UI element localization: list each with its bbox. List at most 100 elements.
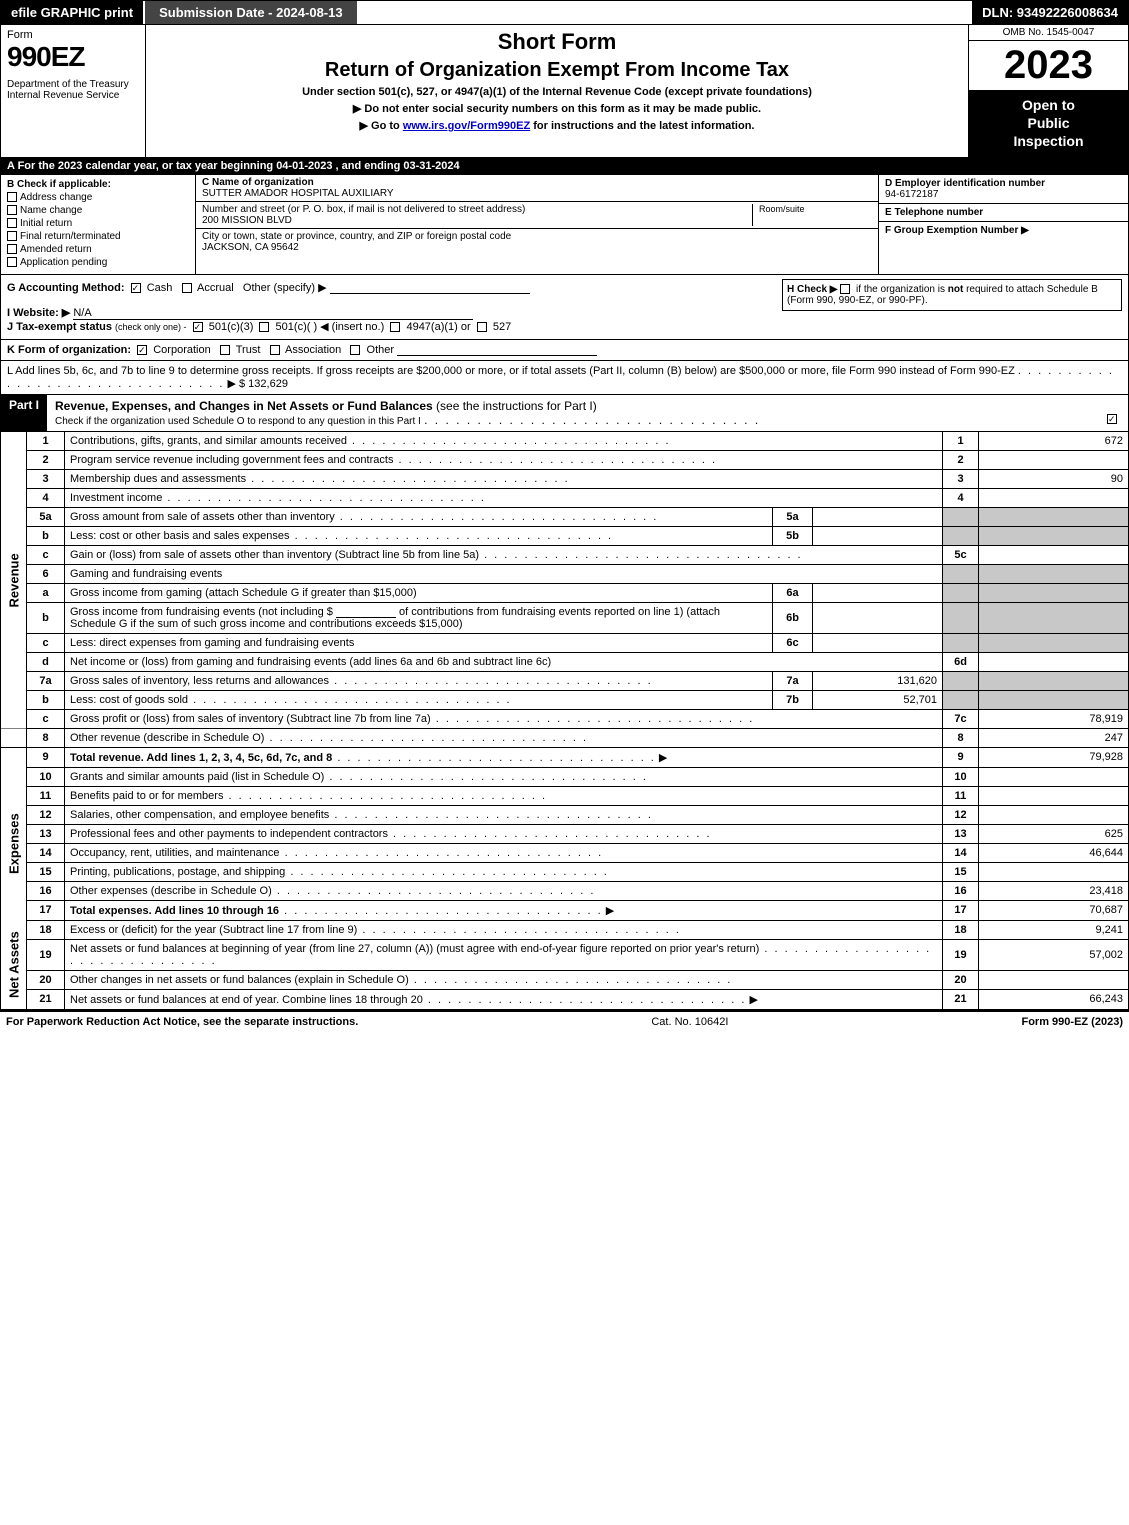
accrual-checkbox[interactable] xyxy=(182,283,192,293)
cash-label: Cash xyxy=(147,282,173,294)
501c-checkbox[interactable] xyxy=(259,322,269,332)
527-label: 527 xyxy=(493,321,511,333)
check-pending[interactable]: Application pending xyxy=(7,257,189,268)
footer-right: Form 990-EZ (2023) xyxy=(1021,1016,1123,1028)
check-address-change[interactable]: Address change xyxy=(7,192,189,203)
l19-no: 19 xyxy=(27,939,65,970)
l18-no: 18 xyxy=(27,920,65,939)
line-11: 11 Benefits paid to or for members 11 xyxy=(1,786,1129,805)
line-16: 16 Other expenses (describe in Schedule … xyxy=(1,881,1129,900)
501c3-checkbox[interactable] xyxy=(193,322,203,332)
l20-no: 20 xyxy=(27,970,65,989)
l3-no: 3 xyxy=(27,469,65,488)
submission-date: Submission Date - 2024-08-13 xyxy=(143,1,357,24)
l19-amt: 57,002 xyxy=(979,939,1129,970)
h-text2: required to attach Schedule B xyxy=(963,284,1098,295)
line-6c: c Less: direct expenses from gaming and … xyxy=(1,633,1129,652)
inspection-line1: Open to xyxy=(1022,97,1075,113)
room-suite: Room/suite xyxy=(752,204,872,226)
irs-label: Internal Revenue Service xyxy=(7,90,119,101)
l12-desc: Salaries, other compensation, and employ… xyxy=(70,809,329,821)
l1-no: 1 xyxy=(27,432,65,451)
inspection-line2: Public xyxy=(1027,115,1069,131)
501c3-label: 501(c)(3) xyxy=(209,321,254,333)
other-org-label: Other xyxy=(367,344,395,356)
schedule-o-checkbox[interactable] xyxy=(1107,414,1117,424)
irs-link[interactable]: www.irs.gov/Form990EZ xyxy=(403,120,530,132)
l1-ref: 1 xyxy=(943,432,979,451)
header-left: Form 990EZ Department of the Treasury In… xyxy=(1,25,146,157)
goto-pre: Go to xyxy=(371,120,403,132)
line-6d: d Net income or (loss) from gaming and f… xyxy=(1,652,1129,671)
l10-amt xyxy=(979,767,1129,786)
l7a-no: 7a xyxy=(27,671,65,690)
check-amended[interactable]: Amended return xyxy=(7,244,189,255)
part1-title: Revenue, Expenses, and Changes in Net As… xyxy=(47,395,1107,431)
other-label: Other (specify) ▶ xyxy=(243,282,327,294)
top-bar: efile GRAPHIC print Submission Date - 20… xyxy=(0,0,1129,25)
line-3: 3 Membership dues and assessments 3 90 xyxy=(1,469,1129,488)
trust-checkbox[interactable] xyxy=(220,345,230,355)
corp-checkbox[interactable] xyxy=(137,345,147,355)
line-7c: c Gross profit or (loss) from sales of i… xyxy=(1,709,1129,728)
l6a-amt-shade xyxy=(979,583,1129,602)
part1-header-row: Part I Revenue, Expenses, and Changes in… xyxy=(0,395,1129,432)
l11-ref: 11 xyxy=(943,786,979,805)
cash-checkbox[interactable] xyxy=(131,283,141,293)
cb-label-final: Final return/terminated xyxy=(20,231,121,242)
l6c-subval xyxy=(813,633,943,652)
l13-ref: 13 xyxy=(943,824,979,843)
line-6b: b Gross income from fundraising events (… xyxy=(1,602,1129,633)
assoc-checkbox[interactable] xyxy=(270,345,280,355)
l7a-sub: 7a xyxy=(773,671,813,690)
cb-label-address: Address change xyxy=(20,192,92,203)
check-initial-return[interactable]: Initial return xyxy=(7,218,189,229)
l13-amt: 625 xyxy=(979,824,1129,843)
line-14: 14 Occupancy, rent, utilities, and maint… xyxy=(1,843,1129,862)
h-checkbox[interactable] xyxy=(840,284,850,294)
ein-label: D Employer identification number xyxy=(885,178,1045,189)
h-box: H Check ▶ if the organization is not req… xyxy=(782,279,1122,311)
l14-desc: Occupancy, rent, utilities, and maintena… xyxy=(70,847,280,859)
department-label: Department of the Treasury Internal Reve… xyxy=(7,79,139,101)
footer-left: For Paperwork Reduction Act Notice, see … xyxy=(6,1016,358,1028)
l10-desc: Grants and similar amounts paid (list in… xyxy=(70,771,324,783)
part1-label: Part I xyxy=(1,395,47,431)
line-13: 13 Professional fees and other payments … xyxy=(1,824,1129,843)
phone-label: E Telephone number xyxy=(885,207,983,218)
netassets-side-label: Net Assets xyxy=(1,920,27,1009)
l21-desc: Net assets or fund balances at end of ye… xyxy=(70,994,423,1006)
check-name-change[interactable]: Name change xyxy=(7,205,189,216)
ein-row: D Employer identification number 94-6172… xyxy=(879,175,1128,204)
efile-print-label[interactable]: efile GRAPHIC print xyxy=(1,1,143,24)
other-specify-line xyxy=(330,282,530,294)
l16-amt: 23,418 xyxy=(979,881,1129,900)
cb-label-name: Name change xyxy=(20,205,82,216)
l8-no: 8 xyxy=(27,728,65,747)
l7a-subval: 131,620 xyxy=(813,671,943,690)
dln-label: DLN: 93492226008634 xyxy=(972,1,1128,24)
l7c-ref: 7c xyxy=(943,709,979,728)
col-c: C Name of organization SUTTER AMADOR HOS… xyxy=(196,175,878,274)
l7a-ref-shade xyxy=(943,671,979,690)
l11-no: 11 xyxy=(27,786,65,805)
l7c-no: c xyxy=(27,709,65,728)
check-final-return[interactable]: Final return/terminated xyxy=(7,231,189,242)
l7b-desc: Less: cost of goods sold xyxy=(70,694,188,706)
l5b-desc: Less: cost or other basis and sales expe… xyxy=(70,530,290,542)
footer-mid: Cat. No. 10642I xyxy=(651,1016,728,1028)
lines-table: Revenue 1 Contributions, gifts, grants, … xyxy=(0,432,1129,1010)
line-21: 21 Net assets or fund balances at end of… xyxy=(1,989,1129,1009)
line-5c: c Gain or (loss) from sale of assets oth… xyxy=(1,545,1129,564)
form-number: 990EZ xyxy=(7,41,139,73)
4947-checkbox[interactable] xyxy=(390,322,400,332)
line-5b: b Less: cost or other basis and sales ex… xyxy=(1,526,1129,545)
other-org-checkbox[interactable] xyxy=(350,345,360,355)
l6d-desc: Net income or (loss) from gaming and fun… xyxy=(65,652,943,671)
l7c-amt: 78,919 xyxy=(979,709,1129,728)
dept-treasury: Department of the Treasury xyxy=(7,79,129,90)
l2-ref: 2 xyxy=(943,450,979,469)
trust-label: Trust xyxy=(236,344,261,356)
goto-instruction: ▶ Go to www.irs.gov/Form990EZ for instru… xyxy=(154,119,960,132)
527-checkbox[interactable] xyxy=(477,322,487,332)
